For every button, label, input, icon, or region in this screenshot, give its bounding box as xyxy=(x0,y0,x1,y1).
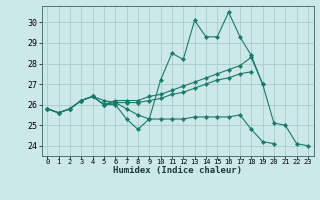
X-axis label: Humidex (Indice chaleur): Humidex (Indice chaleur) xyxy=(113,166,242,175)
